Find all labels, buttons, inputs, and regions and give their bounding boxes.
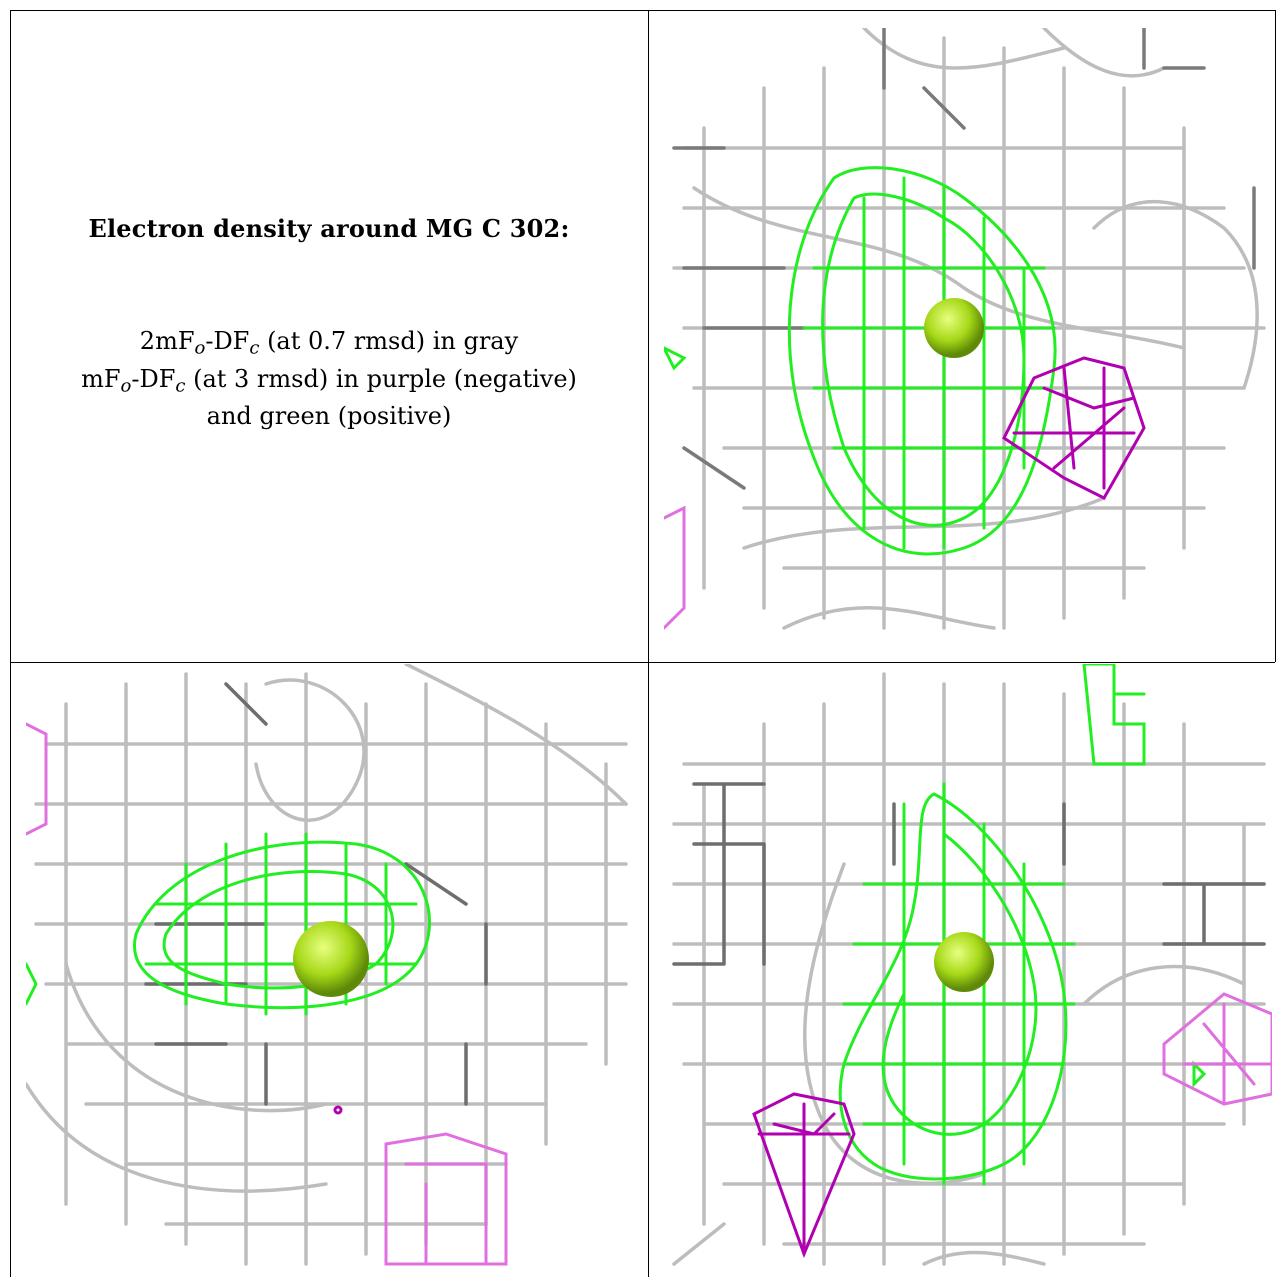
- density-view-1: [664, 28, 1272, 634]
- border-top: [10, 10, 1275, 11]
- mg-atom-sphere: [293, 921, 369, 997]
- density-mesh-1: [664, 28, 1266, 630]
- density-view-2: [26, 664, 632, 1274]
- density-mesh-3: [672, 664, 1272, 1266]
- figure-title: Electron density around MG C 302:: [88, 214, 570, 243]
- legend-description: 2mFo-DFc (at 0.7 rmsd) in gray mFo-DFc (…: [10, 326, 648, 431]
- legend-line-difference: mFo-DFc (at 3 rmsd) in purple (negative): [81, 364, 577, 397]
- border-middle-horizontal: [10, 662, 1275, 663]
- border-middle-vertical: [648, 10, 649, 1277]
- border-left: [10, 10, 11, 662]
- border-right: [1275, 10, 1276, 662]
- mg-atom-sphere: [924, 298, 984, 358]
- density-view-3: [664, 664, 1272, 1274]
- border-left-lower: [10, 662, 11, 1277]
- legend-cell: Electron density around MG C 302: 2mFo-D…: [10, 10, 648, 662]
- legend-line-gray: 2mFo-DFc (at 0.7 rmsd) in gray: [139, 327, 519, 359]
- density-mesh-2: [26, 664, 628, 1266]
- mg-atom-sphere: [934, 932, 994, 992]
- legend-line-positive: and green (positive): [206, 402, 452, 430]
